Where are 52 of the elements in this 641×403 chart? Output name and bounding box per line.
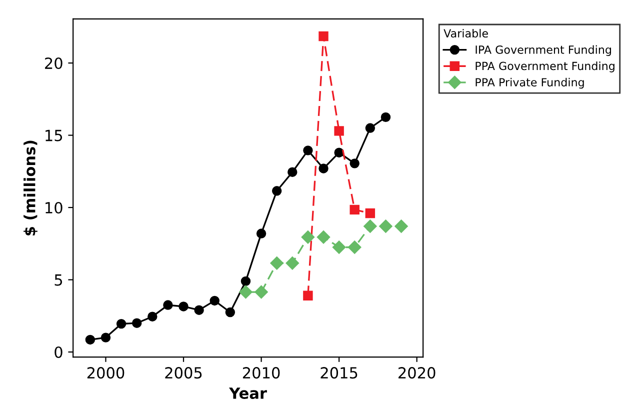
x-tick-label: 2015 [320, 367, 358, 379]
point [148, 312, 158, 322]
x-axis-title: Year [228, 388, 267, 399]
point [100, 332, 111, 342]
point [288, 167, 298, 177]
point [334, 126, 344, 136]
point [240, 276, 251, 286]
point [365, 123, 376, 133]
point [301, 230, 315, 244]
point [239, 285, 252, 299]
point [116, 318, 126, 329]
x-tick-label: 2000 [87, 367, 124, 379]
point [85, 334, 96, 345]
point [348, 240, 362, 254]
y-tick-label: 20 [45, 57, 62, 70]
point [272, 186, 282, 196]
point [256, 228, 266, 238]
point [210, 296, 220, 306]
point [286, 256, 299, 270]
point [350, 158, 360, 168]
x-tick-label: 2005 [165, 367, 202, 379]
point [365, 208, 376, 218]
x-tick-label: 2020 [398, 367, 436, 379]
point [303, 146, 313, 156]
x-tick-label: 2010 [242, 367, 280, 379]
y-axis-title: $ (millions) [24, 140, 38, 236]
legend-label: IPA Government Funding [476, 45, 611, 56]
legend-label: PPA Government Funding [476, 62, 614, 72]
point [334, 148, 344, 158]
point [364, 220, 377, 233]
y-tick-label: 15 [46, 130, 62, 142]
y-tick-label: 10 [46, 202, 62, 214]
point [380, 112, 391, 122]
point [332, 240, 346, 254]
point [225, 307, 236, 318]
point [316, 230, 330, 244]
point [270, 256, 284, 270]
y-tick-label: 0 [54, 346, 62, 358]
point [303, 290, 313, 301]
point [379, 220, 392, 233]
point [163, 300, 173, 310]
point [318, 31, 328, 42]
point [178, 302, 188, 312]
point [254, 285, 268, 299]
point [318, 164, 328, 174]
legend-label: PPA Private Funding [476, 78, 584, 89]
y-tick-label: 5 [54, 274, 62, 286]
point [194, 305, 204, 315]
legend-title: Variable [444, 28, 488, 38]
point [394, 220, 408, 233]
point [350, 204, 360, 215]
point [132, 318, 142, 328]
